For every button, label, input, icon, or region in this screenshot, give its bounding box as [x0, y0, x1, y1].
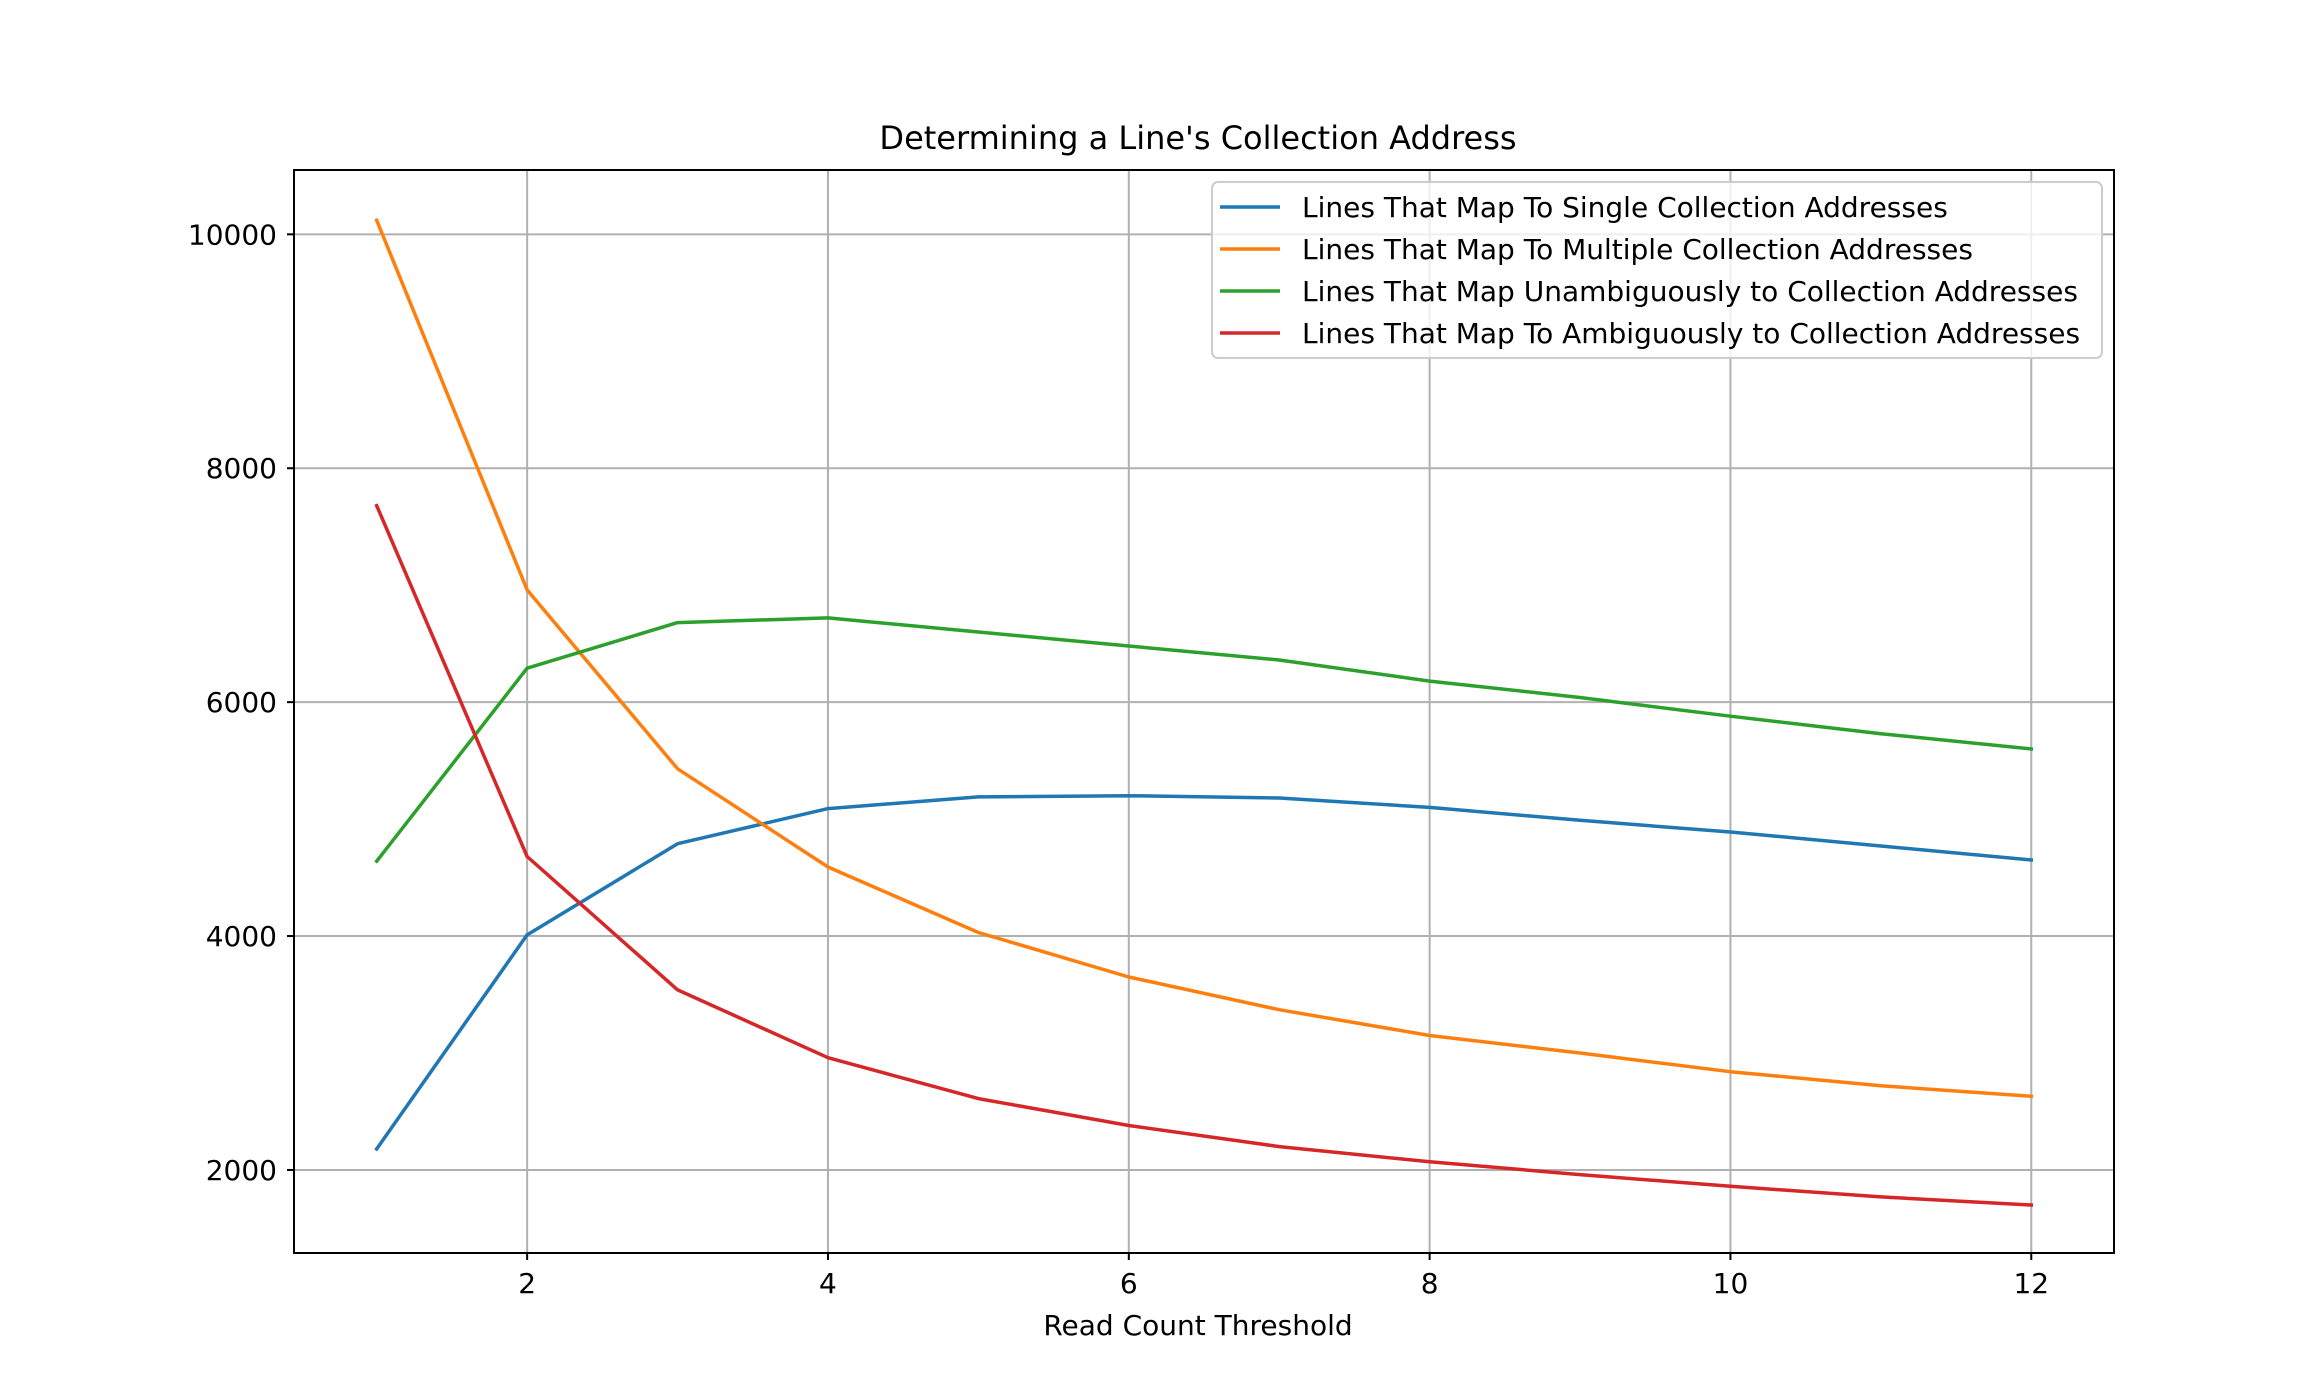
x-tick-label: 2 [518, 1267, 536, 1300]
y-tick-label: 6000 [206, 686, 277, 719]
plot-frame [293, 169, 2115, 1254]
series-line-3 [374, 616, 2034, 864]
x-axis-label: Read Count Threshold [1043, 1309, 1352, 1342]
x-tick-label: 4 [819, 1267, 837, 1300]
legend-label-1: Lines That Map To Single Collection Addr… [1302, 191, 1948, 224]
axis-ticks: 2 4 6 8 10 12 2000 4000 6000 8000 10000 [188, 218, 2049, 1300]
x-tick-label: 12 [2013, 1267, 2049, 1300]
legend-label-3: Lines That Map Unambiguously to Collecti… [1302, 275, 2078, 308]
y-tick-label: 10000 [188, 218, 277, 251]
x-tick-label: 6 [1120, 1267, 1138, 1300]
series-line-1 [374, 793, 2034, 1152]
x-tick-label: 10 [1713, 1267, 1749, 1300]
y-tick-label: 8000 [206, 452, 277, 485]
y-tick-label: 2000 [206, 1154, 277, 1187]
legend: Lines That Map To Single Collection Addr… [1211, 181, 2103, 359]
legend-label-2: Lines That Map To Multiple Collection Ad… [1302, 233, 1973, 266]
chart-title: Determining a Line's Collection Address [879, 119, 1516, 157]
series-lines [374, 218, 2034, 1207]
x-tick-label: 8 [1421, 1267, 1439, 1300]
legend-box [1211, 181, 2103, 359]
legend-label-4: Lines That Map To Ambiguously to Collect… [1302, 317, 2080, 350]
series-line-2 [374, 218, 2034, 1099]
y-tick-label: 4000 [206, 920, 277, 953]
series-line-4 [374, 503, 2034, 1207]
